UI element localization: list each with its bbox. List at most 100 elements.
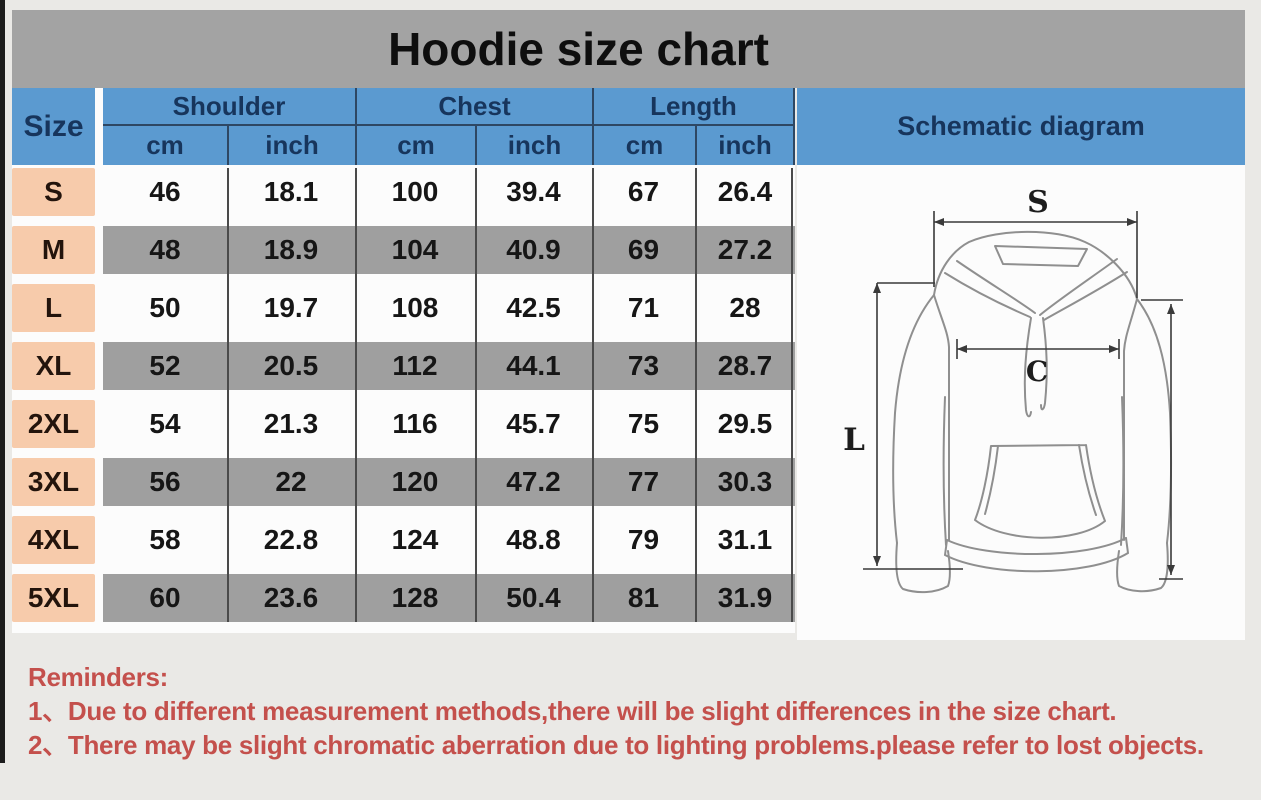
column-divider [355,168,357,622]
value-cell: 73 [592,342,695,390]
left-cuff [895,542,951,594]
column-divider [695,168,697,622]
reminder-item: 2、There may be slight chromatic aberrati… [28,730,1204,760]
value-cell: 22 [227,458,355,506]
table-row: 5XL 60 23.6 128 50.4 81 31.9 [12,574,795,622]
value-cell: 112 [355,342,475,390]
header-size: Size [12,88,95,165]
value-cell: 46 [103,168,227,216]
reminders-heading: Reminders: [28,662,169,692]
size-table: Size Shoulder Chest Length cm inch cm in… [12,88,795,633]
size-cell: XL [12,342,95,390]
value-cell: 48.8 [475,516,592,564]
dim-label-chest: C [1026,355,1048,388]
table-row: M 48 18.9 104 40.9 69 27.2 [12,226,795,274]
value-cell: 128 [355,574,475,622]
value-cell: 75 [592,400,695,448]
value-cell: 44.1 [475,342,592,390]
value-cell: 18.1 [227,168,355,216]
value-cell: 120 [355,458,475,506]
schematic-header: Schematic diagram [797,88,1245,165]
value-cell: 108 [355,284,475,332]
value-cell: 52 [103,342,227,390]
value-cell: 31.1 [695,516,795,564]
value-cell: 45.7 [475,400,592,448]
title-banner: Hoodie size chart [12,10,1245,88]
right-sleeve-inner [1120,396,1125,546]
header-group-shoulder: Shoulder [103,88,355,126]
value-cell: 19.7 [227,284,355,332]
value-cell: 31.9 [695,574,795,622]
right-cuff [1116,542,1169,593]
hood-fold [944,272,1031,318]
value-cell: 77 [592,458,695,506]
reminder-item: 1、Due to different measurement methods,t… [28,696,1117,726]
body-left-edge [933,294,950,541]
value-cell: 27.2 [695,226,795,274]
value-cell: 40.9 [475,226,592,274]
value-cell: 20.5 [227,342,355,390]
header-unit-cm: cm [103,126,227,165]
table-row: XL 52 20.5 112 44.1 73 28.7 [12,342,795,390]
value-cell: 81 [592,574,695,622]
value-cell: 21.3 [227,400,355,448]
hoodie-sketch: S C L [843,185,1183,594]
value-cell: 116 [355,400,475,448]
value-cell: 58 [103,516,227,564]
header-unit-inch: inch [695,126,795,165]
size-cell: 3XL [12,458,95,506]
dim-sleeve-connector [1141,299,1183,580]
size-cell: 5XL [12,574,95,622]
pocket [974,444,1106,539]
size-cell: 4XL [12,516,95,564]
hood-opening [994,245,1088,267]
value-cell: 79 [592,516,695,564]
drawstring [1023,317,1032,418]
size-cell: S [12,168,95,216]
value-cell: 22.8 [227,516,355,564]
value-cell: 23.6 [227,574,355,622]
value-cell: 48 [103,226,227,274]
hood-fold [956,260,1036,314]
drawstring [1040,317,1048,411]
value-cell: 71 [592,284,695,332]
dim-label-length: L [843,422,865,458]
body-right-edge [1123,298,1138,541]
value-cell: 56 [103,458,227,506]
hood-outline [933,230,1138,300]
table-header: Size Shoulder Chest Length cm inch cm in… [12,88,795,165]
header-gap [95,88,103,165]
dim-l-connector [863,282,963,570]
hood-fold [1043,271,1128,321]
value-cell: 39.4 [475,168,592,216]
value-cell: 124 [355,516,475,564]
value-cell: 18.9 [227,226,355,274]
table-row: 4XL 58 22.8 124 48.8 79 31.1 [12,516,795,564]
schematic-panel: Schematic diagram [797,88,1245,640]
dim-label-shoulder: S [1027,185,1049,220]
value-cell: 28.7 [695,342,795,390]
table-row: S 46 18.1 100 39.4 67 26.4 [12,168,795,216]
value-cell: 54 [103,400,227,448]
header-group-chest: Chest [355,88,592,126]
hood-fold [1039,258,1118,316]
column-divider [592,168,594,622]
dim-s-ticks [933,211,1138,298]
size-cell: 2XL [12,400,95,448]
value-cell: 26.4 [695,168,795,216]
left-sleeve-inner [942,396,947,546]
header-unit-cm: cm [355,126,475,165]
pocket-opening [984,444,1097,516]
table-row: 3XL 56 22 120 47.2 77 30.3 [12,458,795,506]
value-cell: 67 [592,168,695,216]
value-cell: 28 [695,284,795,332]
value-cell: 47.2 [475,458,592,506]
right-sleeve [1136,298,1172,544]
header-group-length: Length [592,88,795,126]
size-cell: L [12,284,95,332]
column-divider [227,168,229,622]
table-row: L 50 19.7 108 42.5 71 28 [12,284,795,332]
column-divider [475,168,477,622]
left-sleeve [892,294,935,544]
